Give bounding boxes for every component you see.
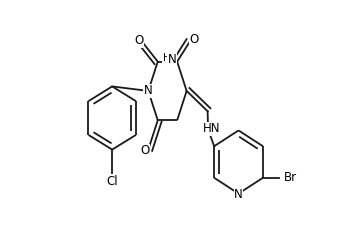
Text: O: O: [140, 144, 150, 157]
Text: N: N: [234, 188, 243, 201]
Text: Cl: Cl: [106, 175, 118, 188]
Text: O: O: [189, 33, 199, 46]
Text: Br: Br: [284, 171, 297, 184]
Text: N: N: [168, 53, 177, 66]
Text: O: O: [134, 34, 143, 47]
Text: H: H: [163, 53, 171, 63]
Text: N: N: [144, 84, 153, 97]
Text: HN: HN: [203, 122, 220, 135]
